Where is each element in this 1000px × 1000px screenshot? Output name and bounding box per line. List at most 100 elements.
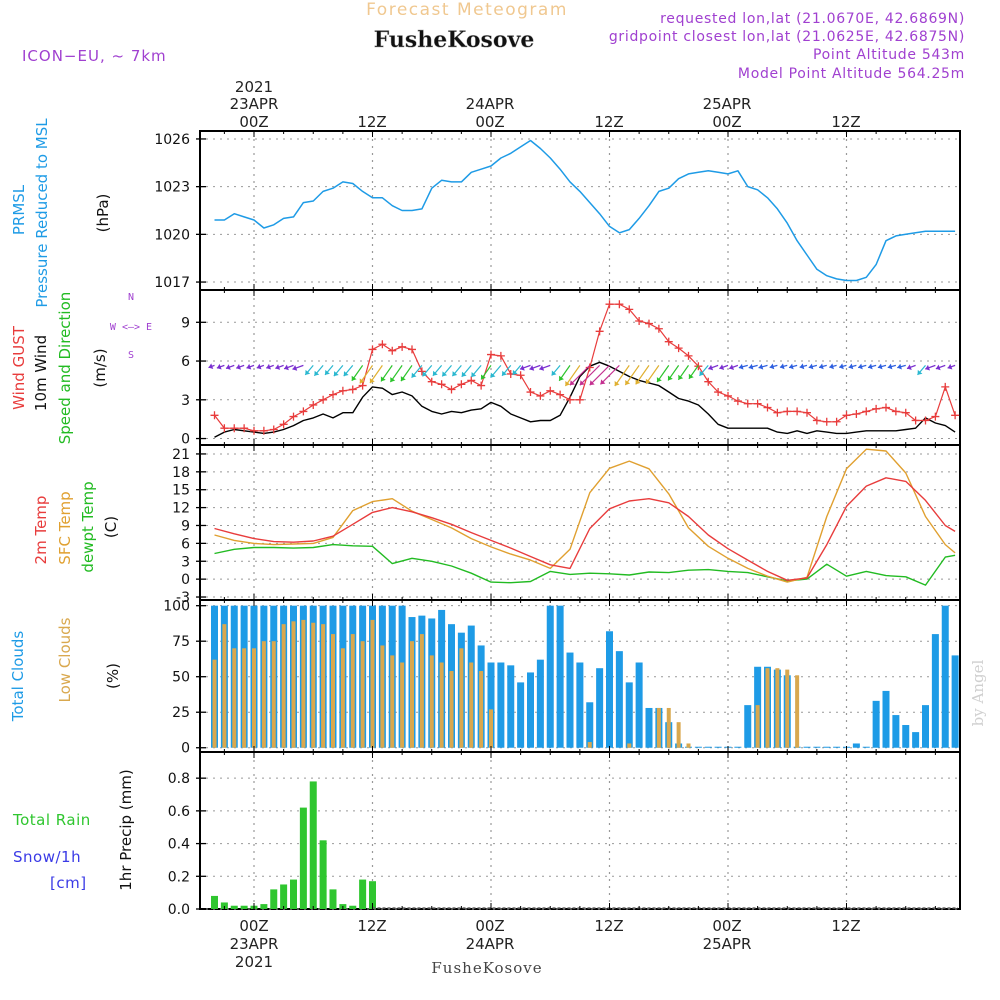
wind-gust-marker [743,399,752,408]
wind-direction-arrows [208,363,956,387]
total-clouds-bar [596,668,604,748]
wind-gust-marker [753,399,762,408]
wind-arrow-head [868,363,873,370]
wind-gust-marker [832,417,841,426]
wind-arrow-head [645,378,651,384]
temp-unit-label: (C) [102,516,120,538]
wind-gust-marker [496,351,505,360]
wind-arrow-head [432,370,438,376]
wind-arrow-head [839,363,844,370]
y-tick-label: 6 [181,536,190,552]
low-clouds-bar [252,648,256,748]
wind-arrow-head [422,371,428,377]
wind-arrow-head [256,363,262,370]
low-clouds-bar [676,722,681,748]
low-clouds-bar [587,742,592,748]
wind-gust-marker [309,400,318,409]
wind-arrow-head [719,364,725,370]
wind-gust-marker [862,407,871,416]
low-clouds-bar [656,707,661,748]
bottom-hour-label-5: 12Z [831,917,860,935]
total-clouds-bar [833,746,841,748]
wind-gust-marker [437,380,446,389]
wind-gust-marker [882,403,890,412]
point-altitude: Point Altitude 543m [813,47,965,63]
y-tick-label: 12 [172,501,190,517]
pressure-label-msl: Pressure Reduced to MSL [33,118,51,308]
low-clouds-bar [765,668,770,748]
line-series [210,139,960,586]
low-clouds-bar [380,645,385,748]
wind-arrow-head [769,363,775,370]
low-clouds-bar [666,707,671,748]
total-clouds-bar [507,665,515,748]
low-clouds-label: Low Clouds [56,617,74,702]
wind-gust-marker [664,337,673,346]
bar-series [211,605,959,909]
low-clouds-bar [785,669,790,748]
pressure-unit-label: (hPa) [94,194,112,233]
wind-gust-marker [220,424,229,433]
total-clouds-bar [714,746,722,748]
wind-gust-marker [931,412,940,421]
wind-gust-marker [546,386,555,395]
wind-gust-marker [487,350,495,359]
wind-arrow-head [708,364,714,371]
wind-gust-marker [516,371,525,380]
bottom-day-label-0: 23APR [230,935,279,953]
y-tick-label: 0.2 [168,869,190,885]
wind-gust-marker [289,412,298,421]
wind-arrow-head [565,381,571,387]
wind-arrow-head [858,363,863,370]
wind-arrow-head [246,363,252,370]
wind-arrow-head [656,377,662,383]
total-clouds-bar [546,605,554,748]
total-clouds-bar [862,746,870,748]
wind-arrow-head [380,376,386,382]
rain-bar [230,905,238,909]
total-clouds-bar [527,672,534,748]
wind-arrow-head [519,365,525,371]
y-tick-label: 3 [181,393,190,409]
total-clouds-bar [517,682,525,748]
y-tick-label: 25 [172,705,190,721]
total-clouds-bar [823,746,831,748]
bottom-day-label-2: 25APR [703,935,752,953]
top-day-label-0: 23APR [230,95,279,113]
wind-gust-marker [329,390,337,399]
wind-10m-line [214,361,956,438]
low-clouds-bar [222,624,227,748]
wind-arrow-head [925,364,931,371]
y-tick-label: 1020 [154,227,190,243]
wind-arrow-head [343,371,349,377]
y-tick-label: 0 [181,741,190,757]
wind-gust-marker [615,300,624,309]
wind-arrow-head [216,363,222,370]
wind-gust-label: Wind GUST [10,325,28,410]
rain-bar [309,781,317,909]
wind-arrow-head [729,364,735,370]
wind-10m-label: 10m Wind [32,335,50,411]
wind-gust-marker [724,391,732,400]
wind-gust-marker [447,385,456,394]
wind-unit-label: (m/s) [91,348,109,387]
total-clouds-bar [606,631,613,748]
model-label: ICON−EU, ~ 7km [22,47,167,65]
low-clouds-bar [340,648,345,748]
wind-gust-marker [417,367,426,376]
wind-arrow [579,364,601,386]
wind-arrow-head [225,364,231,370]
low-clouds-bar [439,662,444,748]
y-tick-label: 50 [172,670,190,686]
wind-gust-marker [852,410,861,418]
wind-arrow-head [897,363,902,370]
total-clouds-bar [902,725,910,748]
bottom-hour-label-1: 12Z [357,917,386,935]
wind-gust-marker [348,385,357,394]
rain-bar [329,889,337,909]
wind-gust-marker [941,382,950,391]
total-clouds-bar [704,746,712,748]
bottom-time-axis: 00Z 12Z 00Z 12Z 00Z 12Z 23APR 24APR 25AP… [230,917,861,971]
rain-bar [220,902,228,909]
low-clouds-bar [390,655,395,748]
